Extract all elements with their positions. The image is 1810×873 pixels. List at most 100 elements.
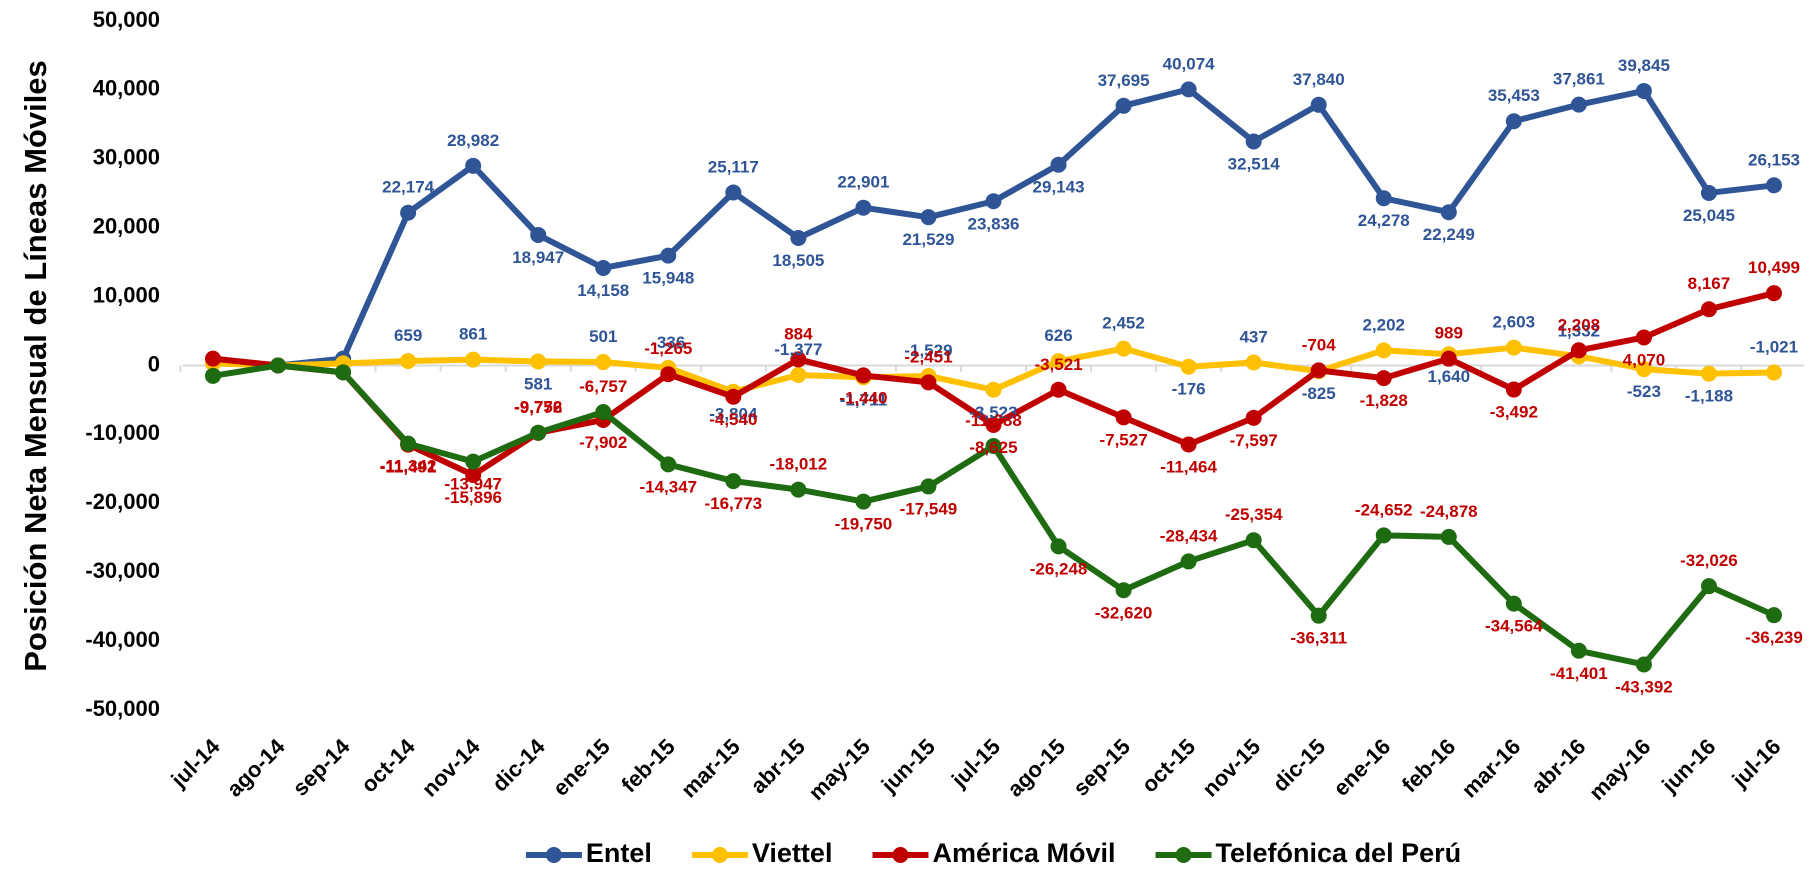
data-point: [1700, 184, 1717, 201]
data-label: -1,265: [644, 339, 692, 358]
data-point: [400, 352, 417, 369]
data-point: [595, 259, 612, 276]
data-label: -2,451: [904, 347, 952, 366]
data-label: -19,750: [835, 515, 893, 534]
x-tick-label: mar-15: [676, 734, 745, 803]
legend-label: América Móvil: [932, 838, 1115, 868]
data-label: 35,453: [1488, 86, 1540, 105]
data-point: [1766, 285, 1782, 302]
data-label: 437: [1239, 327, 1267, 346]
data-point: [790, 230, 807, 247]
data-point: [1570, 96, 1587, 113]
data-label: -11,688: [965, 411, 1022, 430]
x-tick-label: jul-16: [1727, 734, 1786, 793]
data-point: [400, 435, 417, 452]
x-tick-label: ago-15: [1002, 734, 1070, 802]
data-label: -8,625: [969, 438, 1017, 457]
data-label: 15,948: [642, 269, 694, 288]
data-point: [660, 456, 677, 473]
data-point: [1115, 582, 1132, 599]
legend-marker: [892, 847, 909, 863]
data-label: -11,464: [1160, 457, 1217, 476]
data-point: [1505, 113, 1522, 130]
data-label: 37,861: [1553, 70, 1605, 89]
data-point: [985, 193, 1002, 210]
data-label: -9,776: [514, 398, 562, 417]
data-point: [1180, 553, 1197, 570]
legend-label: Viettel: [752, 838, 833, 868]
data-label: -1,440: [839, 388, 887, 407]
data-label: 2,603: [1493, 313, 1536, 332]
data-label: 659: [394, 326, 422, 345]
data-point: [1375, 190, 1392, 207]
data-point: [790, 481, 807, 498]
data-label: 28,982: [447, 131, 499, 150]
x-tick-label: sep-15: [1068, 734, 1135, 801]
legend-label: Entel: [586, 838, 652, 868]
data-label: -36,311: [1290, 629, 1347, 648]
x-tick-label: ago-14: [222, 733, 290, 801]
data-label: -25,354: [1225, 505, 1283, 524]
data-point: [1700, 365, 1717, 382]
data-label: 18,505: [772, 251, 824, 270]
data-label: -3,492: [1490, 403, 1538, 422]
data-point: [1310, 362, 1327, 379]
data-label: -13,947: [444, 475, 502, 494]
data-point: [1766, 607, 1782, 624]
data-label: 22,174: [382, 178, 435, 197]
data-point: [855, 367, 872, 384]
data-label: -6,757: [579, 377, 627, 396]
y-tick-label: -20,000: [85, 489, 160, 514]
data-label: -18,012: [770, 455, 828, 474]
x-tick-label: ene-16: [1328, 734, 1395, 801]
data-point: [1505, 339, 1522, 356]
x-tick-label: ene-15: [548, 734, 615, 801]
data-point: [1050, 381, 1067, 398]
data-label: -1,529: [904, 341, 952, 360]
data-point: [725, 388, 742, 405]
data-label: -1,021: [1750, 338, 1798, 357]
data-label: 25,117: [708, 157, 759, 176]
data-point: [1440, 528, 1457, 545]
x-tick-label: nov-14: [417, 733, 485, 801]
legend-label: Telefónica del Perú: [1216, 838, 1462, 868]
data-point: [985, 381, 1002, 398]
data-point: [1180, 81, 1197, 98]
y-tick-label: 50,000: [93, 7, 160, 32]
x-tick-label: dic-15: [1268, 734, 1331, 797]
data-label: -9,752: [514, 398, 562, 417]
data-point: [725, 184, 742, 201]
x-tick-label: oct-14: [356, 733, 420, 797]
data-point: [1180, 436, 1197, 453]
data-point: [1245, 409, 1262, 426]
legend: Entel Viettel América Móvil Telefónica del …: [525, 838, 1462, 868]
data-label: -7,597: [1230, 431, 1278, 450]
data-label: 1,332: [1558, 321, 1601, 340]
data-label: 18,947: [512, 248, 564, 267]
data-point: [465, 453, 482, 470]
y-tick-label: 40,000: [93, 76, 160, 101]
data-point: [1180, 358, 1197, 375]
data-point: [1635, 329, 1652, 346]
data-point: [400, 204, 417, 221]
legend-marker: [545, 847, 562, 863]
data-point: [1635, 82, 1652, 99]
data-point: [1050, 156, 1067, 173]
data-label: -24,652: [1355, 500, 1413, 519]
data-label: 861: [459, 325, 487, 344]
x-tick-label: sep-14: [288, 733, 356, 801]
data-point: [725, 473, 742, 490]
data-label: 1,640: [1428, 367, 1471, 386]
x-tick-label: feb-15: [616, 734, 679, 797]
data-point: [790, 366, 807, 383]
data-label: 4,070: [1623, 350, 1666, 369]
y-tick-label: 20,000: [93, 214, 160, 239]
data-point: [1375, 370, 1392, 387]
data-point: [1570, 642, 1587, 659]
data-label: -176: [1172, 380, 1206, 399]
data-point: [1050, 353, 1067, 370]
data-point: [465, 351, 482, 368]
data-label: -3,523: [969, 403, 1017, 422]
data-label: -1,377: [774, 340, 822, 359]
